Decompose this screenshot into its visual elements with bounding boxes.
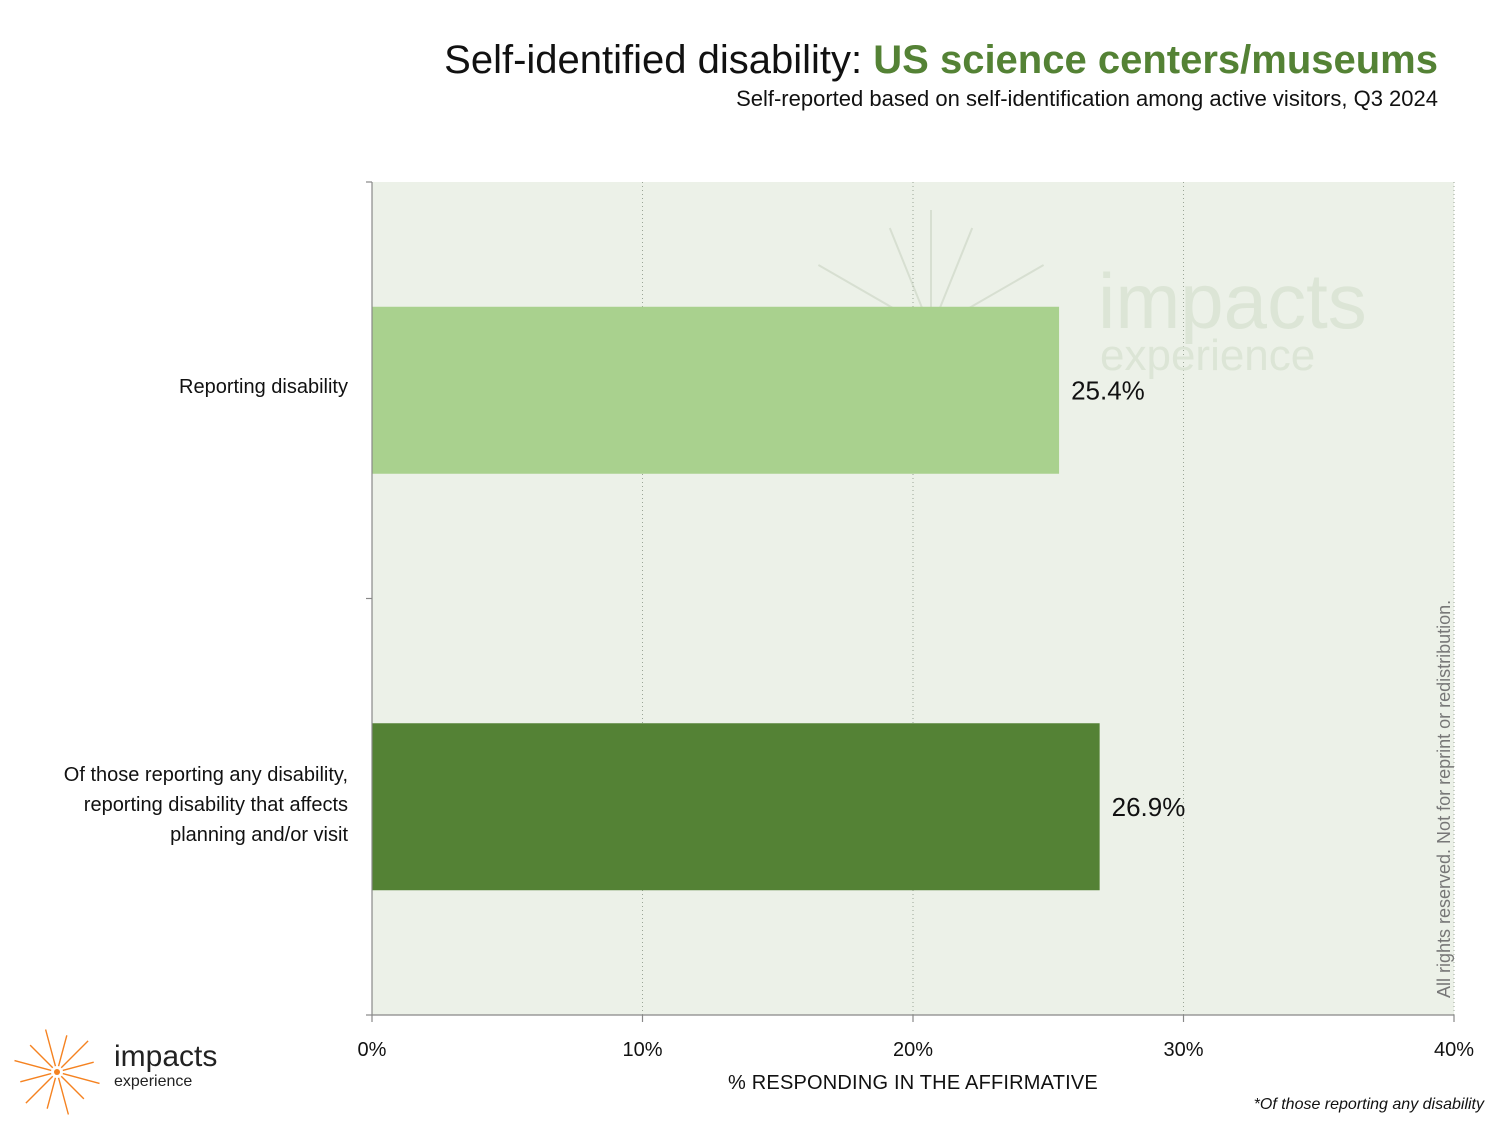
category-label-line: planning and/or visit — [170, 824, 348, 846]
chart-title: Self-identified disability: US science c… — [444, 38, 1438, 82]
rights-notice: All rights reserved. Not for reprint or … — [1434, 599, 1454, 998]
footnote: *Of those reporting any disability — [1253, 1096, 1484, 1113]
watermark-ray — [937, 227, 974, 312]
x-tick-label: 40% — [1434, 1039, 1474, 1061]
logo-line1: impacts — [114, 1040, 218, 1073]
category-label-line: Reporting disability — [179, 376, 348, 398]
chart-title-accent: US science centers/museums — [873, 38, 1438, 82]
category-label-line: reporting disability that affects — [83, 794, 348, 816]
logo-line2: experience — [114, 1073, 193, 1090]
bar — [372, 306, 1060, 474]
chart-subtitle: Self-reported based on self-identificati… — [736, 86, 1438, 111]
category-label: Reporting disability — [179, 372, 348, 402]
x-tick-label: 10% — [622, 1039, 662, 1061]
watermark-ray — [888, 227, 925, 312]
x-tick-label: 20% — [893, 1039, 933, 1061]
category-label: Of those reporting any disability, report… — [64, 760, 348, 850]
starburst-logo-icon — [14, 1029, 100, 1115]
x-tick-label: 30% — [1163, 1039, 1203, 1061]
bar — [372, 723, 1100, 891]
chart-title-main: Self-identified disability: — [444, 38, 874, 82]
category-label-line: Of those reporting any disability, — [63, 764, 348, 786]
logo: impacts experience — [114, 1042, 217, 1090]
data-label: 26.9% — [1112, 792, 1186, 822]
data-label: 25.4% — [1071, 375, 1145, 405]
x-axis-label: % RESPONDING IN THE AFFIRMATIVE — [728, 1072, 1098, 1094]
x-tick-label: 0% — [358, 1039, 387, 1061]
